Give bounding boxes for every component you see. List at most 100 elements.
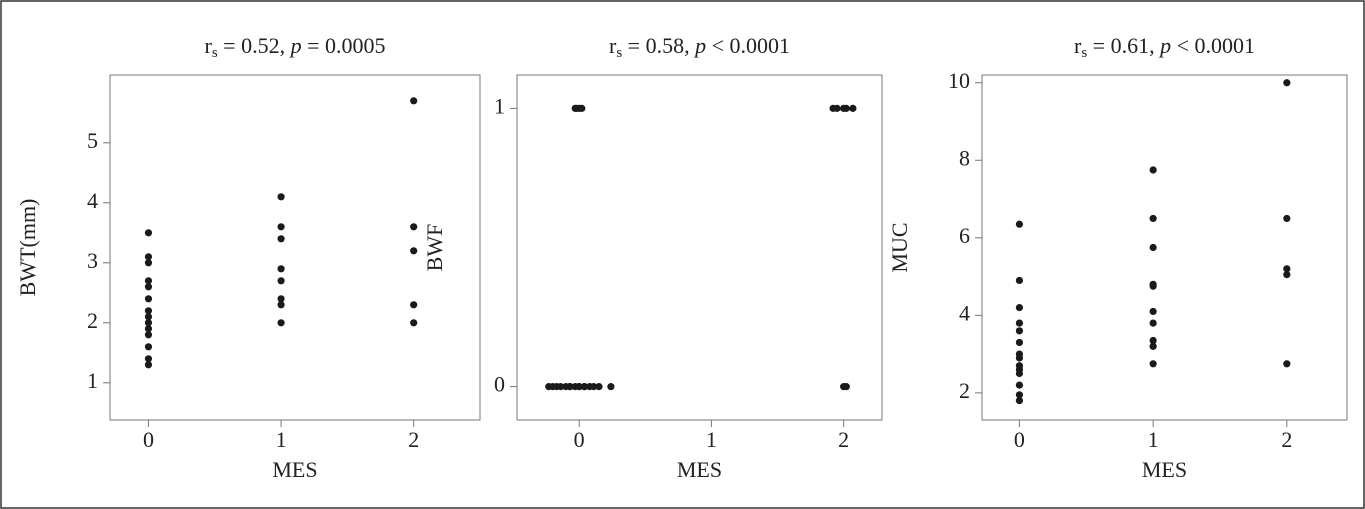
title-part: = 0.58, [622,33,695,58]
y-tick-label: 4 [87,188,98,213]
title-part: < 0.0001 [706,33,790,58]
data-point [1149,166,1157,174]
data-point [144,343,153,351]
x-tick-label: 0 [574,427,585,452]
data-point [277,235,285,243]
data-point [557,383,565,391]
data-point [842,104,850,112]
y-tick-label: 10 [948,68,970,93]
data-point [1149,243,1157,252]
data-point [410,97,418,105]
data-point [144,307,153,315]
x-tick-label: 0 [1014,427,1025,452]
data-point [277,265,285,273]
plot-frame [109,74,481,421]
x-tick-label: 0 [143,427,154,452]
data-point [1283,265,1291,273]
data-point [277,319,285,327]
title-part: r [609,33,617,58]
data-point [566,383,574,391]
y-tick-label: 1 [494,93,505,118]
data-point [410,223,418,231]
y-tick-label: 1 [87,368,98,393]
data-point [277,223,285,231]
data-point [277,193,285,201]
plot-frame [516,74,883,421]
data-point [144,313,153,321]
data-point [1015,397,1024,405]
y-tick-label: 3 [87,248,98,273]
y-axis-label: BWF [422,224,447,272]
data-point [144,295,153,303]
data-point [277,295,285,303]
title-part: p [1158,33,1171,58]
data-point [144,331,153,339]
data-point [1149,360,1157,368]
data-point [144,229,153,237]
x-tick-label: 1 [1148,427,1159,452]
title-part: = 0.52, [218,33,291,58]
data-point [580,383,589,391]
panel-title: rs = 0.52, p = 0.0005 [204,33,385,61]
panel-title: rs = 0.61, p < 0.0001 [1074,33,1255,61]
data-point [578,104,586,112]
data-point [144,325,153,333]
plot-frame [981,74,1348,421]
data-point [1283,79,1291,87]
data-point [410,301,418,309]
y-axis-label: MUC [887,222,912,272]
y-tick-label: 2 [959,378,970,403]
data-point [1149,342,1157,350]
data-point [1149,307,1157,316]
data-point [277,301,285,309]
data-point [1015,319,1024,327]
x-tick-label: 2 [408,427,419,452]
title-part: p [289,33,302,58]
x-axis-label: MES [1142,457,1187,482]
data-point [1015,338,1024,347]
data-point [1149,336,1157,345]
y-tick-label: 6 [959,223,970,248]
y-tick-label: 5 [87,128,98,153]
title-part: p [693,33,706,58]
y-tick-label: 0 [494,372,505,397]
data-point [144,259,153,267]
data-point [144,319,153,327]
title-part: r [204,33,212,58]
x-axis-label: MES [677,457,722,482]
data-point [144,277,153,285]
data-point [1015,369,1024,378]
data-point [1015,303,1024,312]
data-point [590,383,598,391]
data-point [595,383,603,391]
data-point [849,104,857,112]
data-point [144,355,153,363]
data-point [1015,354,1024,362]
data-point [1283,271,1291,279]
data-point [575,383,583,391]
data-point [1149,282,1157,290]
data-point [1149,214,1157,223]
x-axis-label: MES [272,457,317,482]
data-point [1015,220,1024,228]
data-point [1283,360,1291,368]
data-point [1149,319,1157,327]
y-axis-label: BWT(mm) [15,199,40,297]
x-tick-label: 1 [276,427,287,452]
data-point [1015,381,1024,389]
title-part: = 0.0005 [302,33,386,58]
data-point [1015,327,1024,335]
panel-title: rs = 0.58, p < 0.0001 [609,33,790,61]
data-point [144,283,153,291]
title-part: r [1074,33,1082,58]
data-point [1283,214,1291,223]
data-point [144,361,153,369]
data-point [1015,391,1024,399]
data-point [1015,276,1024,285]
x-tick-label: 2 [838,427,849,452]
data-point [410,247,418,255]
title-part: s [1081,45,1087,61]
y-tick-label: 8 [959,145,970,170]
